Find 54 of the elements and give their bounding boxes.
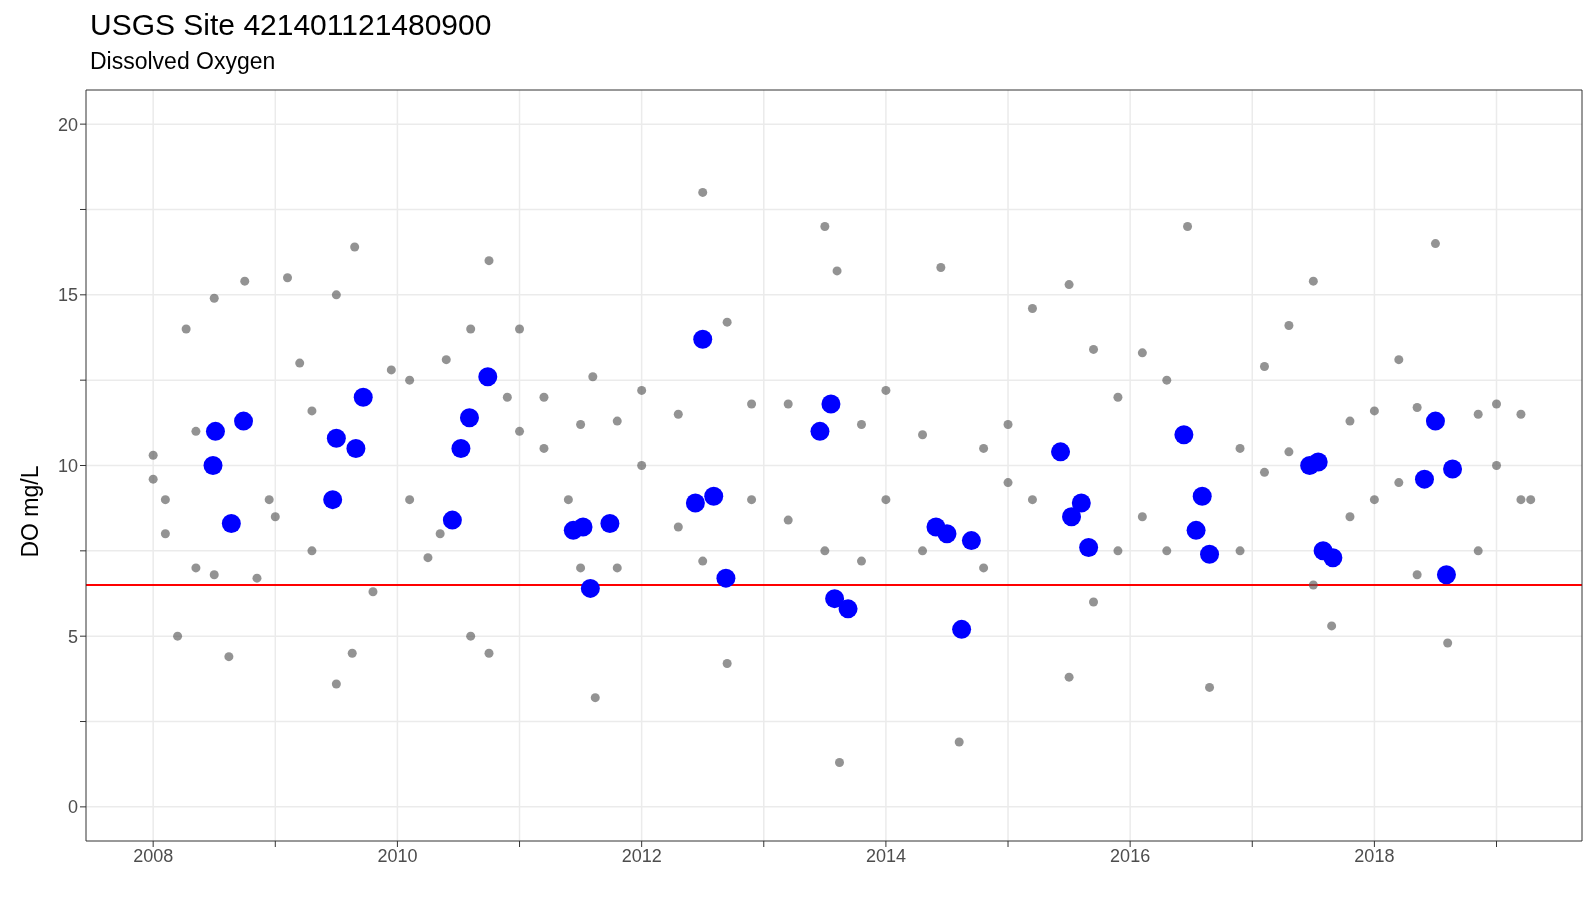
x-tick-label: 2012 [621, 845, 662, 866]
point [323, 490, 343, 510]
y-tick-label: 15 [57, 285, 78, 306]
point [1436, 565, 1456, 585]
point [1062, 507, 1082, 527]
x-tick-label: 2010 [377, 845, 418, 866]
point [704, 486, 724, 506]
point [810, 421, 830, 441]
point [353, 387, 373, 407]
point [716, 568, 736, 588]
point [1071, 493, 1091, 513]
x-tick-label: 2014 [865, 845, 906, 866]
point [685, 493, 705, 513]
point [1425, 411, 1445, 431]
point [1051, 442, 1071, 462]
point [221, 514, 241, 534]
chart-title: USGS Site 421401121480900 [90, 8, 493, 42]
point [478, 367, 498, 387]
point [573, 517, 593, 537]
y-tick-label: 10 [57, 455, 78, 476]
point [580, 578, 600, 598]
point [1079, 537, 1099, 557]
y-tick-label: 5 [67, 626, 78, 647]
point [442, 510, 462, 530]
point [1443, 459, 1463, 479]
point [326, 428, 346, 448]
y-tick-label: 20 [57, 114, 78, 135]
x-tick-label: 2008 [133, 845, 174, 866]
point [234, 411, 254, 431]
point [838, 599, 858, 619]
point [821, 394, 841, 414]
y-axis-title: DO mg/L [17, 465, 44, 558]
point [693, 329, 713, 349]
point [1414, 469, 1434, 489]
x-tick-label: 2016 [1110, 845, 1151, 866]
point [451, 438, 471, 458]
point [203, 456, 223, 475]
point [1308, 452, 1328, 472]
point [961, 531, 981, 551]
chart-subtitle: Dissolved Oxygen [90, 48, 277, 75]
point [1174, 425, 1194, 445]
x-tick-label: 2018 [1354, 845, 1395, 866]
point [346, 438, 366, 458]
point [1192, 486, 1212, 506]
point [952, 619, 972, 639]
point [937, 524, 957, 544]
y-tick-label: 0 [67, 797, 78, 818]
point [600, 514, 620, 534]
point [205, 421, 225, 441]
point [1200, 544, 1220, 564]
point [1323, 548, 1343, 568]
point [825, 589, 845, 609]
point [459, 408, 479, 428]
point [1186, 520, 1206, 540]
